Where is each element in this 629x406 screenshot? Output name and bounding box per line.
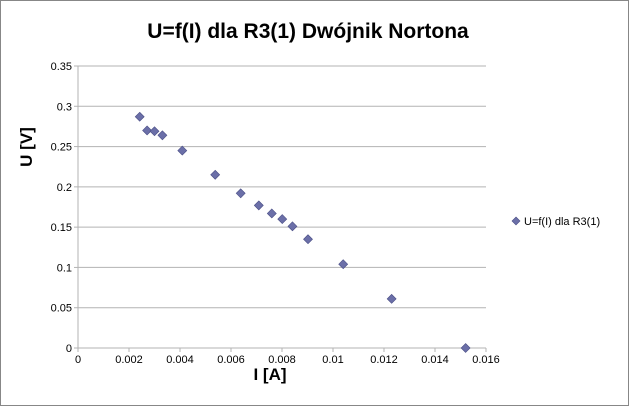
- x-tick-label: 0.008: [268, 354, 296, 366]
- data-point: [386, 293, 397, 304]
- y-tick-labels: 0 0.05 0.1 0.15 0.2 0.25 0.3 0.35: [51, 61, 72, 355]
- y-tick-label: 0: [66, 343, 72, 355]
- y-tick-label: 0.35: [51, 61, 72, 73]
- y-tick-label: 0.2: [57, 182, 72, 194]
- data-point: [338, 259, 349, 270]
- y-tick-label: 0.3: [57, 101, 72, 113]
- legend-marker: [511, 216, 521, 226]
- legend: U=f(I) dla R3(1): [511, 216, 600, 228]
- x-tick-label: 0.016: [472, 354, 500, 366]
- chart-title: U=f(I) dla R3(1) Dwójnik Nortona: [147, 20, 469, 43]
- data-points: [134, 111, 471, 353]
- data-point: [177, 145, 188, 156]
- x-tick-label: 0.014: [421, 354, 449, 366]
- legend-label: U=f(I) dla R3(1): [524, 216, 600, 228]
- axes: [77, 66, 487, 352]
- data-point: [134, 111, 145, 122]
- y-tick-label: 0.25: [51, 142, 72, 154]
- data-point: [210, 169, 221, 180]
- data-point: [235, 188, 246, 199]
- data-point: [157, 130, 168, 141]
- y-tick-label: 0.1: [57, 262, 72, 274]
- x-tick-label: 0.002: [115, 354, 143, 366]
- x-tick-label: 0: [75, 354, 81, 366]
- data-point: [303, 234, 313, 245]
- gridlines: [74, 65, 486, 349]
- data-point: [253, 200, 264, 211]
- x-tick-label: 0.012: [370, 354, 398, 366]
- data-point: [149, 126, 160, 137]
- x-axis-title: I [A]: [253, 365, 286, 384]
- x-tick-label: 0.004: [166, 354, 194, 366]
- data-point: [277, 214, 288, 225]
- x-tick-labels: 0 0.002 0.004 0.006 0.008 0.01 0.012 0.014 0.016: [75, 354, 500, 366]
- data-point: [142, 125, 153, 136]
- x-tick-label: 0.006: [217, 354, 245, 366]
- y-tick-label: 0.15: [51, 222, 72, 234]
- data-point: [266, 208, 277, 219]
- x-tick-label: 0.01: [322, 354, 343, 366]
- data-point: [287, 221, 298, 232]
- y-axis-title: U [V]: [17, 127, 36, 167]
- data-point: [460, 343, 471, 353]
- y-tick-label: 0.05: [51, 303, 72, 315]
